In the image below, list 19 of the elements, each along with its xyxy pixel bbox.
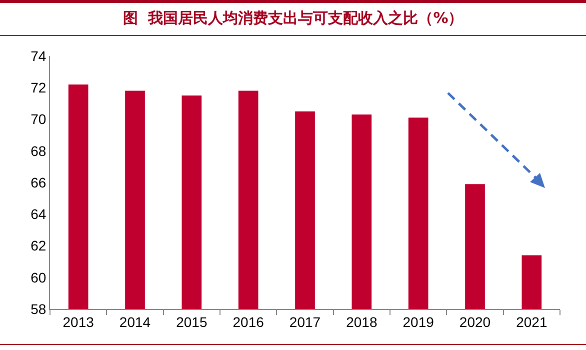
x-tick-label: 2015 bbox=[176, 314, 208, 330]
y-tick-label: 68 bbox=[30, 142, 46, 159]
y-tick-label: 74 bbox=[30, 48, 46, 64]
y-tick-label: 58 bbox=[30, 300, 46, 317]
x-tick-label: 2013 bbox=[62, 314, 94, 330]
x-tick-label: 2019 bbox=[402, 314, 434, 330]
chart-title: 图 我国居民人均消费支出与可支配收入之比（%） bbox=[0, 0, 586, 36]
x-tick-label: 2020 bbox=[459, 314, 491, 330]
y-tick-label: 64 bbox=[30, 206, 46, 222]
y-tick-label: 72 bbox=[30, 80, 46, 96]
y-tick-label: 62 bbox=[30, 238, 46, 254]
x-tick-label: 2017 bbox=[289, 314, 321, 330]
y-tick-label: 60 bbox=[30, 269, 46, 286]
x-tick-label: 2018 bbox=[346, 314, 378, 330]
x-tick-label: 2016 bbox=[232, 314, 264, 330]
y-tick-label: 70 bbox=[30, 111, 46, 128]
x-tick-label: 2014 bbox=[119, 314, 151, 330]
y-tick-label: 66 bbox=[30, 174, 46, 190]
x-tick-label: 2021 bbox=[516, 314, 548, 330]
